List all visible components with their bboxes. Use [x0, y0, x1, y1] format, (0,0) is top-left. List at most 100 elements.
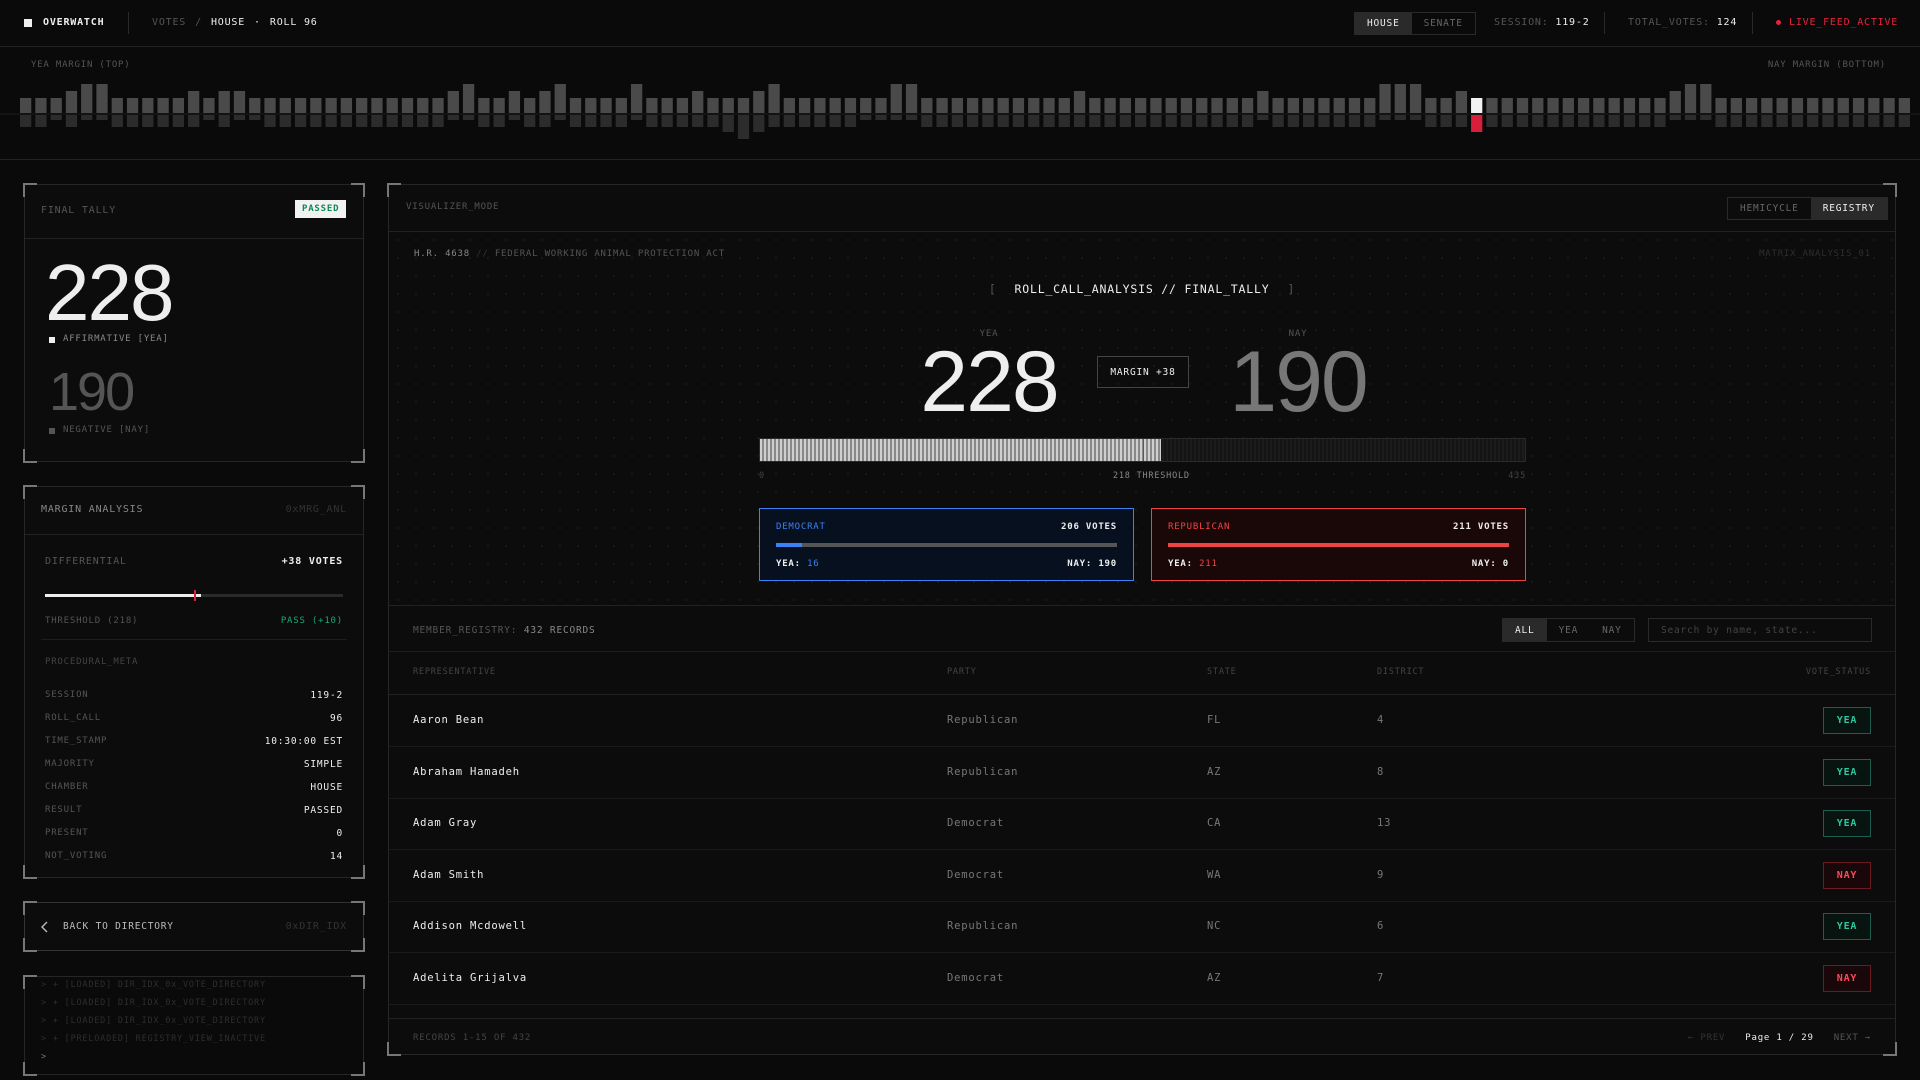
yea-margin-bar — [1471, 98, 1483, 113]
yea-margin-bar — [722, 98, 734, 113]
yea-margin-bar — [310, 98, 322, 113]
filter-option[interactable]: ALL — [1503, 619, 1547, 641]
rep-name[interactable]: Addison Mcdowell — [413, 920, 527, 932]
prev-button[interactable]: ← PREV — [1687, 1033, 1726, 1043]
yea-key: YEA: — [776, 559, 801, 569]
nay-margin-bar — [1180, 115, 1193, 127]
nay-count: 190 — [49, 362, 135, 422]
yea-margin-bar — [340, 98, 353, 113]
vote-status: YEA — [1823, 913, 1871, 940]
nay-margin-bar — [65, 115, 78, 127]
yea-margin-bar — [1043, 98, 1055, 113]
nay-margin-bar — [1303, 115, 1315, 127]
nay-margin-bar — [1700, 115, 1712, 120]
nay-margin-bar — [1150, 115, 1162, 127]
search-input[interactable]: Search by name, state... — [1648, 618, 1872, 642]
nay-margin-bar — [1516, 115, 1529, 127]
yea-margin-bar — [172, 98, 185, 113]
nay-label: NAY — [1288, 329, 1308, 339]
yea-value: 16 — [807, 559, 820, 569]
rep-name[interactable]: Adam Smith — [413, 868, 485, 881]
nay-margin-bar — [203, 115, 215, 120]
records-footer: RECORDS 1-15 OF 432 — [413, 1033, 532, 1043]
nay-margin-bar — [1593, 115, 1605, 127]
nay-margin-bar — [294, 115, 307, 127]
yea-margin-bar — [188, 91, 200, 113]
corner-bracket — [23, 449, 37, 463]
brand[interactable]: OVERWATCH — [43, 17, 105, 28]
meta-value: 0 — [336, 828, 343, 839]
margin-fill — [45, 594, 202, 597]
nay-margin-bar — [1654, 115, 1666, 127]
nay-margin-bar — [798, 115, 811, 127]
chamber-option[interactable]: SENATE — [1423, 18, 1463, 29]
filter-option[interactable]: NAY — [1602, 624, 1622, 636]
yea-value: 211 — [1199, 559, 1218, 569]
yea-margin-bar — [1348, 98, 1361, 113]
yea-label: YEA — [979, 329, 999, 339]
corner-bracket — [351, 449, 365, 463]
meta-key: RESULT — [45, 805, 83, 815]
nay-margin-bar — [1562, 115, 1574, 127]
back-button[interactable]: BACK TO DIRECTORY 0xDIR_IDX — [23, 901, 365, 952]
panel-title: MARGIN ANALYSIS — [41, 504, 144, 515]
back-code: 0xDIR_IDX — [285, 921, 347, 932]
chamber-option[interactable]: HOUSE — [1355, 13, 1412, 34]
panel-title: FINAL TALLY — [41, 205, 117, 216]
yea-margin-bar — [1241, 98, 1254, 113]
registry-label: MEMBER_REGISTRY: — [413, 625, 518, 636]
yea-margin-bar — [615, 98, 627, 113]
yea-margin-bar — [1226, 98, 1238, 113]
rep-name[interactable]: Adam Gray — [413, 817, 478, 829]
yea-margin-bar — [1700, 84, 1712, 113]
district: 7 — [1377, 971, 1385, 984]
nay-margin-bar — [1532, 115, 1544, 127]
view-option[interactable]: REGISTRY — [1810, 198, 1887, 219]
breadcrumb: · — [254, 17, 261, 28]
breadcrumb[interactable]: HOUSE — [210, 17, 246, 28]
yea-margin-bar — [65, 91, 78, 113]
rep-name[interactable]: Adelita Grijalva — [413, 971, 527, 984]
yea-margin-bar — [1196, 98, 1208, 113]
meta-value: PASSED — [303, 805, 343, 816]
vote-status: NAY — [1823, 861, 1871, 889]
nay-margin-bar — [432, 115, 444, 127]
breadcrumb[interactable]: ROLL 96 — [269, 17, 318, 28]
yea-margin-bar — [218, 91, 230, 113]
yea-margin-bar — [1654, 98, 1666, 113]
rep-name[interactable]: Aaron Bean — [413, 714, 485, 726]
meta-value: HOUSE — [310, 782, 343, 793]
nay-margin-bar — [524, 115, 536, 127]
yea-margin-bar — [478, 98, 490, 113]
nay-margin-bar — [20, 115, 32, 127]
nay-margin-bar — [1807, 115, 1819, 127]
nay-margin-bar — [50, 115, 62, 120]
nay-margin-bar — [1730, 115, 1742, 127]
party: Democrat — [947, 817, 1004, 829]
yea-margin-bar — [1272, 98, 1284, 113]
filter-option[interactable]: YEA — [1558, 624, 1579, 636]
nay-margin-bar — [630, 115, 643, 120]
party-name: DEMOCRAT — [776, 522, 826, 532]
breadcrumb[interactable]: VOTES — [152, 17, 187, 28]
meta-value: 119-2 — [310, 690, 343, 701]
total-value: 124 — [1716, 17, 1738, 28]
nay-margin-bar — [1364, 115, 1376, 127]
nay-margin-bar — [1425, 115, 1437, 127]
yea-margin-bar — [1104, 98, 1116, 113]
next-button[interactable]: NEXT → — [1833, 1033, 1871, 1043]
yea-margin-bar — [508, 91, 521, 113]
rep-name[interactable]: Abraham Hamadeh — [413, 765, 520, 778]
yea-margin-bar — [1364, 98, 1376, 113]
yea-margin-bar — [432, 98, 444, 113]
nay-margin-bar — [1135, 115, 1147, 127]
view-option[interactable]: HEMICYCLE — [1740, 203, 1799, 214]
nay-margin-bar — [462, 115, 475, 120]
yea-margin-bar — [951, 98, 963, 113]
nay-margin-bar — [661, 115, 673, 127]
nay-margin-bar — [478, 115, 490, 127]
bracket: [ — [988, 282, 997, 296]
corner-bracket — [351, 975, 365, 989]
top-nav — [0, 0, 1920, 47]
